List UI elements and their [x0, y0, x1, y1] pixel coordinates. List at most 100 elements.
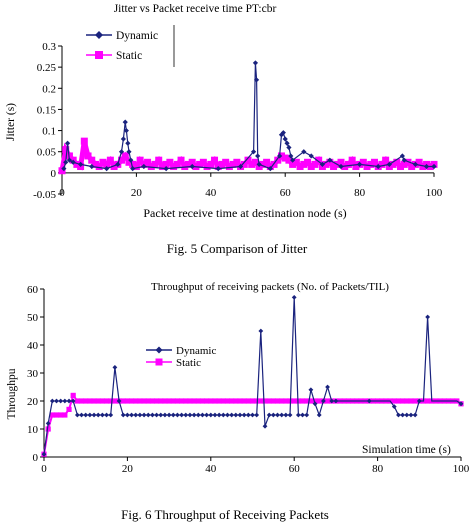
static-point [166, 398, 172, 404]
static-point [124, 398, 130, 404]
static-point [378, 160, 386, 168]
static-point [330, 163, 338, 171]
dynamic-point [252, 60, 259, 66]
dynamic-point [95, 412, 101, 418]
static-point [289, 160, 297, 168]
static-point [158, 398, 164, 404]
static-point [212, 398, 218, 404]
dynamic-point [250, 149, 257, 155]
jitter-y-axis-label: Jitter (s) [5, 103, 17, 141]
dynamic-point [141, 163, 147, 170]
dynamic-point [290, 157, 296, 163]
dynamic-point [431, 163, 437, 170]
dynamic-point [325, 384, 330, 390]
y-tick-label: 20 [27, 396, 39, 408]
dynamic-point [237, 163, 244, 170]
x-tick-label: 40 [205, 463, 217, 475]
dynamic-point [375, 163, 381, 170]
y-tick-label: 0.15 [37, 104, 57, 116]
dynamic-point [412, 161, 418, 167]
dynamic-point [404, 412, 410, 418]
static-point [70, 392, 76, 398]
static-point [304, 158, 312, 166]
dynamic-point [61, 166, 67, 172]
static-point [251, 158, 259, 166]
jitter-axes [61, 46, 434, 194]
dynamic-point [386, 161, 392, 167]
dynamic-point [74, 412, 80, 418]
static-point [166, 158, 174, 166]
dynamic-point [215, 166, 221, 172]
static-point [108, 398, 114, 404]
static-point [158, 163, 166, 171]
static-point [216, 398, 222, 404]
static-point [141, 398, 147, 404]
dynamic-point [41, 451, 47, 457]
static-point [285, 156, 293, 164]
static-point [174, 398, 181, 404]
jitter-x-axis-label: Packet receive time at destination node … [143, 206, 346, 220]
static-point [412, 398, 418, 404]
static-point [359, 158, 367, 166]
static-point [133, 398, 139, 404]
static-point [91, 398, 97, 404]
y-tick-label: 0.3 [42, 41, 56, 53]
static-point [83, 398, 89, 404]
static-point [337, 158, 345, 166]
dynamic-point [45, 421, 51, 426]
static-point [425, 398, 431, 404]
static-point [188, 158, 196, 166]
dynamic-point [70, 398, 76, 404]
y-tick-label: 10 [27, 424, 39, 436]
dynamic-point [416, 398, 422, 404]
dynamic-point [89, 163, 95, 170]
dynamic-point [320, 398, 326, 404]
dynamic-point [366, 398, 372, 404]
dynamic-point [78, 161, 84, 167]
static-point [49, 412, 55, 418]
x-tick-label: 80 [354, 187, 366, 199]
dynamic-point [129, 412, 134, 418]
dynamic-point [141, 412, 147, 418]
dynamic-point [66, 157, 73, 163]
static-point [370, 158, 378, 166]
x-tick-label: 80 [372, 463, 384, 475]
dynamic-point [123, 127, 129, 134]
static-point [103, 160, 111, 168]
dynamic-point [237, 412, 243, 418]
dynamic-point [130, 166, 136, 172]
static-point [274, 156, 282, 164]
static-point [344, 160, 352, 168]
static-point [128, 398, 135, 404]
static-point [281, 154, 289, 162]
static-point [170, 163, 178, 171]
static-point [241, 398, 247, 404]
static-point [95, 163, 103, 171]
dynamic-point [54, 398, 59, 404]
legend-dynamic-label: Dynamic [116, 30, 158, 42]
dynamic-point [283, 412, 289, 418]
static-point [204, 398, 210, 404]
dynamic-point [150, 412, 155, 418]
dynamic-point [408, 412, 414, 418]
static-point [196, 160, 204, 168]
static-point [308, 398, 314, 404]
dynamic-point [266, 412, 272, 418]
dynamic-point [189, 163, 195, 170]
dynamic-point [258, 328, 264, 334]
jitter-static-series [58, 137, 438, 175]
static-point [208, 398, 214, 404]
static-point [203, 163, 211, 171]
static-point [151, 160, 159, 168]
dynamic-series-line [63, 62, 434, 170]
dynamic-point [327, 157, 333, 163]
static-point [155, 156, 163, 164]
dynamic-point [63, 159, 69, 165]
dynamic-point [118, 149, 125, 155]
dynamic-point [170, 412, 176, 418]
static-point [229, 398, 235, 404]
dynamic-point [175, 412, 180, 418]
dynamic-point [241, 412, 247, 418]
